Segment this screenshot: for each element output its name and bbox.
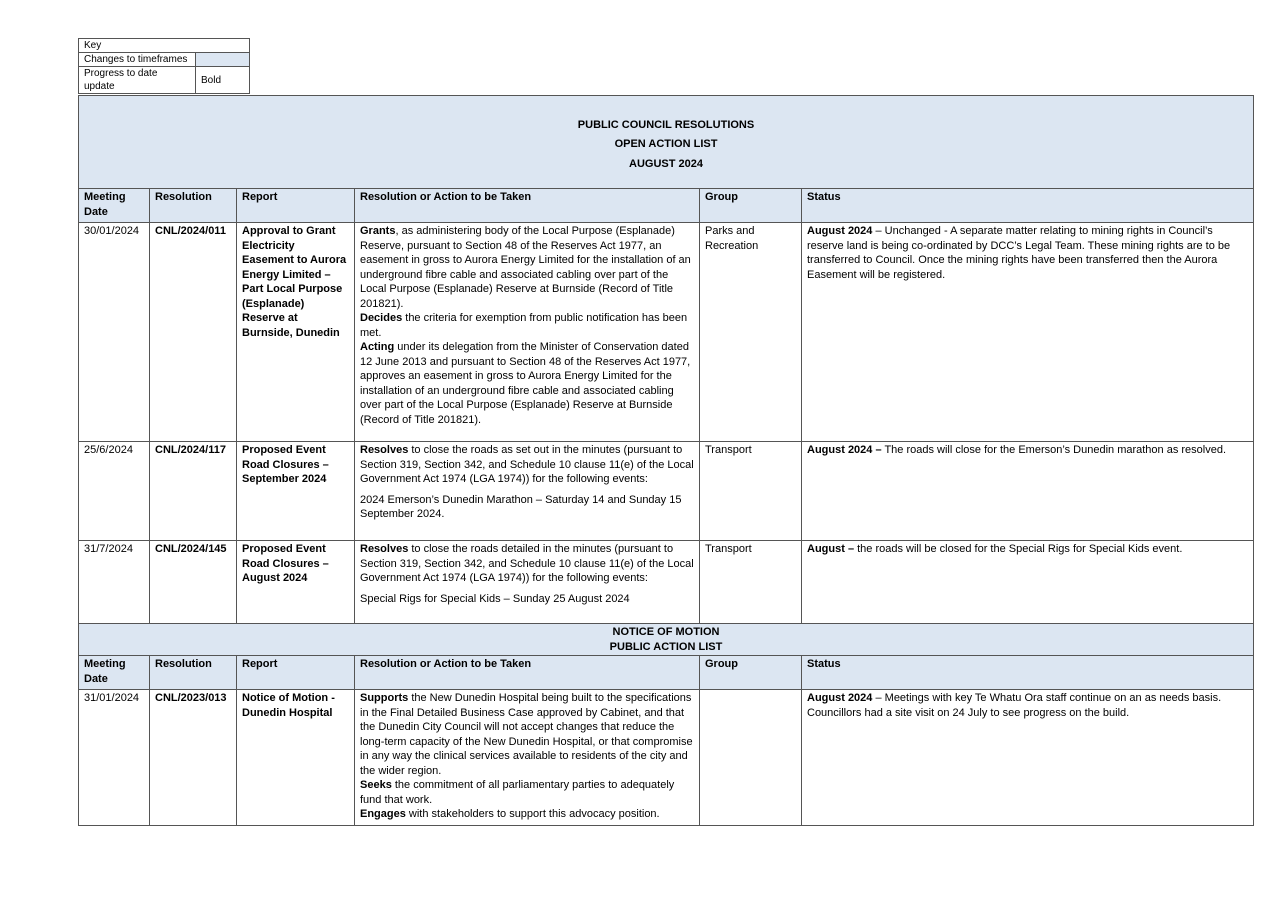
key-title: Key bbox=[78, 38, 250, 53]
report: Notice of Motion - Dunedin Hospital bbox=[236, 689, 355, 826]
meeting-date: 31/01/2024 bbox=[78, 689, 150, 826]
key-row: Key bbox=[78, 38, 250, 53]
text: , as administering body of the Local Pur… bbox=[360, 225, 691, 310]
text: the New Dunedin Hospital being built to … bbox=[360, 692, 693, 777]
group: Parks and Recreation bbox=[699, 222, 802, 442]
text: – Unchanged - A separate matter relating… bbox=[807, 225, 1231, 281]
status: August – the roads will be closed for th… bbox=[800, 540, 1255, 624]
bold-text: August 2024 – bbox=[807, 444, 882, 456]
text: The roads will close for the Emerson’s D… bbox=[881, 444, 1227, 456]
action-paragraph: Engages with stakeholders to support thi… bbox=[360, 807, 694, 822]
bold-text: August 2024 bbox=[807, 225, 873, 237]
text: the commitment of all parliamentary part… bbox=[360, 779, 675, 806]
action-paragraph: Seeks the commitment of all parliamentar… bbox=[360, 778, 694, 807]
action-paragraph: Resolves to close the roads detailed in … bbox=[360, 542, 694, 586]
text: – Meetings with key Te Whatu Ora staff c… bbox=[807, 692, 1222, 719]
key-label: Changes to timeframes bbox=[78, 52, 196, 67]
column-header: Report bbox=[236, 655, 355, 690]
bold-text: August – bbox=[807, 543, 855, 555]
status: August 2024 – The roads will close for t… bbox=[800, 441, 1255, 541]
report: Proposed Event Road Closures –September … bbox=[236, 441, 355, 541]
text: with stakeholders to support this advoca… bbox=[405, 808, 660, 820]
key-sample: Bold bbox=[195, 66, 250, 94]
bold-text: Resolves bbox=[360, 543, 409, 555]
resolution: CNL/2023/013 bbox=[149, 689, 237, 826]
report: Proposed Event Road Closures – August 20… bbox=[236, 540, 355, 624]
table-row: 30/01/2024 CNL/2024/011 Approval to Grant … bbox=[78, 222, 1255, 442]
action: Resolves to close the roads as set out i… bbox=[354, 441, 700, 541]
report: Approval to Grant Electricity Easement t… bbox=[236, 222, 355, 442]
status: August 2024 – Meetings with key Te Whatu… bbox=[800, 689, 1255, 826]
bold-text: Supports bbox=[360, 692, 409, 704]
text: under its delegation from the Minister o… bbox=[360, 341, 691, 426]
header-line: AUGUST 2024 bbox=[629, 157, 703, 170]
table-row: 31/01/2024 CNL/2023/013 Notice of Motion -… bbox=[78, 689, 1255, 826]
meeting-date: 31/7/2024 bbox=[78, 540, 150, 624]
status: August 2024 – Unchanged - A separate mat… bbox=[800, 222, 1255, 442]
group: Transport bbox=[699, 441, 802, 541]
group bbox=[699, 689, 802, 826]
notice-header: NOTICE OF MOTION PUBLIC ACTION LIST bbox=[77, 623, 1255, 656]
action-paragraph: Acting under its delegation from the Min… bbox=[360, 340, 694, 427]
column-header: Status bbox=[800, 188, 1255, 223]
bold-text: Engages bbox=[360, 808, 406, 820]
column-header: Group bbox=[699, 188, 802, 223]
key-label: Progress to date update bbox=[78, 66, 196, 94]
action-paragraph: Special Rigs for Special Kids – Sunday 2… bbox=[360, 592, 694, 607]
action: Supports the New Dunedin Hospital being … bbox=[354, 689, 700, 826]
key-table: Key Changes to timeframes Progress to da… bbox=[78, 38, 250, 94]
bold-text: Acting bbox=[360, 341, 395, 353]
table-row: Meeting Date Resolution Report Resolution o… bbox=[78, 188, 1255, 223]
column-header: Status bbox=[800, 655, 1255, 690]
resolution: CNL/2024/117 bbox=[149, 441, 237, 541]
bold-text: Seeks bbox=[360, 779, 392, 791]
action-paragraph: Decides the criteria for exemption from … bbox=[360, 311, 694, 340]
text: the criteria for exemption from public n… bbox=[360, 312, 688, 339]
group: Transport bbox=[699, 540, 802, 624]
header-line: OPEN ACTION LIST bbox=[614, 138, 718, 151]
meeting-date: 30/01/2024 bbox=[78, 222, 150, 442]
column-header: Group bbox=[699, 655, 802, 690]
action: Resolves to close the roads detailed in … bbox=[354, 540, 700, 624]
action-paragraph: Grants, as administering body of the Loc… bbox=[360, 224, 694, 311]
key-row: Progress to date update Bold bbox=[78, 66, 250, 94]
header-cell: PUBLIC COUNCIL RESOLUTIONS OPEN ACTION LI… bbox=[77, 95, 1255, 189]
notice-line: PUBLIC ACTION LIST bbox=[609, 640, 723, 653]
bold-text: Grants bbox=[360, 225, 396, 237]
table-row: NOTICE OF MOTION PUBLIC ACTION LIST bbox=[77, 623, 1255, 656]
action-paragraph: Resolves to close the roads as set out i… bbox=[360, 443, 694, 487]
text: to close the roads as set out in the min… bbox=[360, 444, 694, 485]
text: to close the roads detailed in the minut… bbox=[360, 543, 694, 584]
column-header: Meeting Date bbox=[78, 188, 150, 223]
table-row: Meeting Date Resolution Report Resolution o… bbox=[78, 655, 1255, 690]
action-table: PUBLIC COUNCIL RESOLUTIONS OPEN ACTION LI… bbox=[77, 95, 1255, 826]
table-row: 25/6/2024 CNL/2024/117 Proposed Event Road… bbox=[78, 441, 1255, 541]
bold-text: August 2024 bbox=[807, 692, 873, 704]
meeting-date: 25/6/2024 bbox=[78, 441, 150, 541]
table-row: 31/7/2024 CNL/2024/145 Proposed Event Road… bbox=[78, 540, 1255, 624]
column-header: Report bbox=[236, 188, 355, 223]
resolution: CNL/2024/011 bbox=[149, 222, 237, 442]
action: Grants, as administering body of the Loc… bbox=[354, 222, 700, 442]
text: 2024 Emerson’s Dunedin Marathon – Saturd… bbox=[360, 493, 682, 521]
header-line: PUBLIC COUNCIL RESOLUTIONS bbox=[577, 118, 755, 131]
resolution: CNL/2024/145 bbox=[149, 540, 237, 624]
column-header: Resolution bbox=[149, 188, 237, 223]
column-header: Resolution or Action to be Taken bbox=[354, 655, 700, 690]
action-paragraph: 2024 Emerson’s Dunedin Marathon – Saturd… bbox=[360, 493, 694, 522]
table-row: PUBLIC COUNCIL RESOLUTIONS OPEN ACTION LI… bbox=[77, 95, 1255, 189]
text: the roads will be closed for the Special… bbox=[854, 543, 1183, 555]
bold-text: Resolves bbox=[360, 444, 409, 456]
key-sample bbox=[195, 52, 250, 67]
notice-line: NOTICE OF MOTION bbox=[612, 626, 720, 638]
column-header: Resolution or Action to be Taken bbox=[354, 188, 700, 223]
key-row: Changes to timeframes bbox=[78, 52, 250, 67]
bold-text: Decides bbox=[360, 312, 403, 324]
column-header: Resolution bbox=[149, 655, 237, 690]
column-header: Meeting Date bbox=[78, 655, 150, 690]
text: Special Rigs for Special Kids – Sunday 2… bbox=[360, 592, 630, 605]
action-paragraph: Supports the New Dunedin Hospital being … bbox=[360, 691, 694, 778]
